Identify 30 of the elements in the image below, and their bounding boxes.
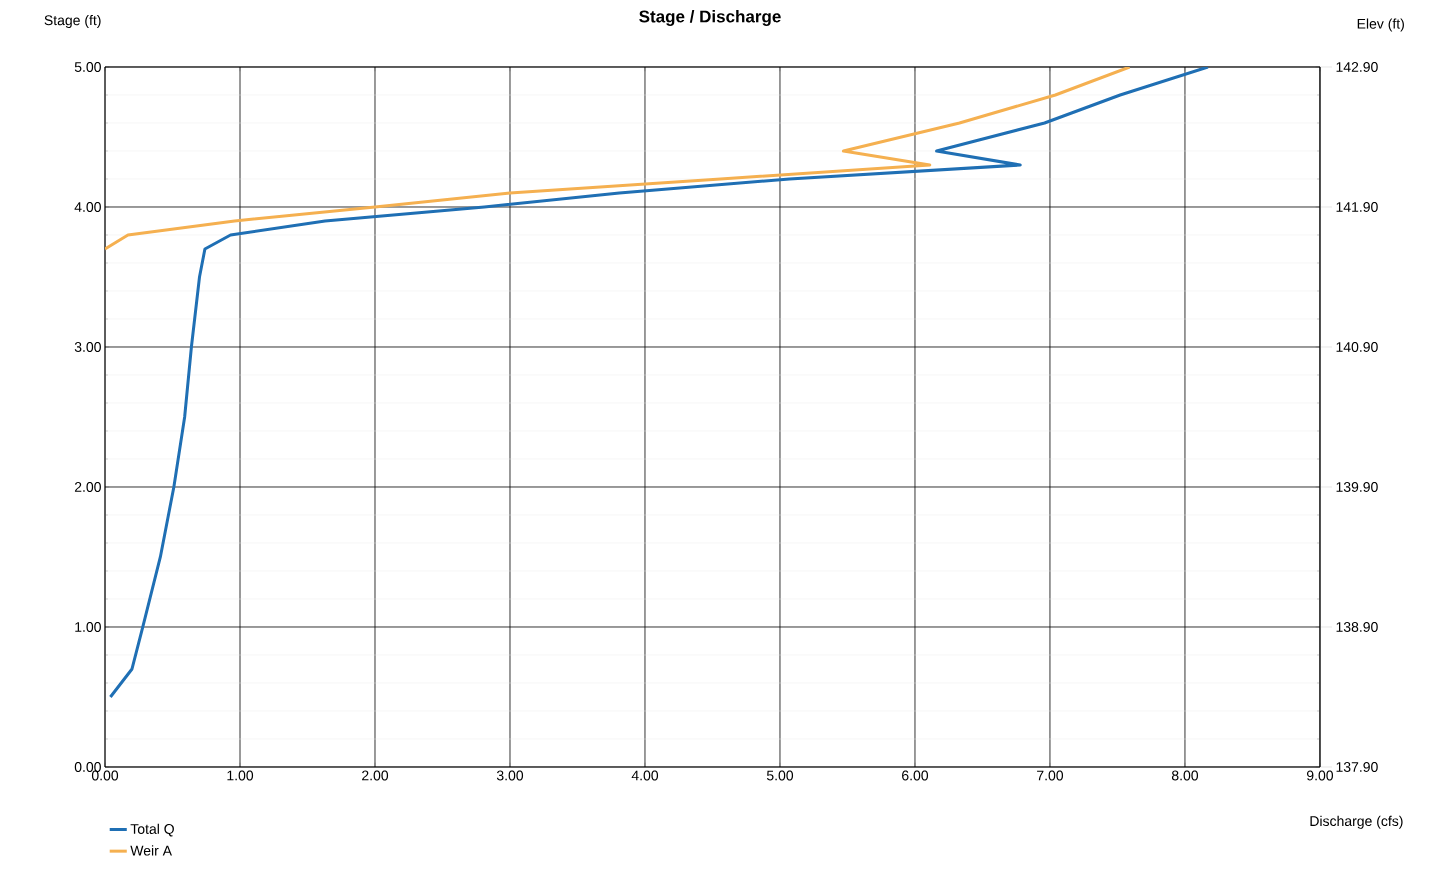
y2-tick-label: 141.90	[1336, 202, 1378, 212]
y-tick-label: 4.00	[74, 202, 101, 212]
y2-tick-label: 139.90	[1336, 482, 1378, 492]
x-tick-label: 0.00	[91, 770, 119, 781]
line-series	[105, 66, 1132, 251]
x-tick-label: 9.00	[1306, 770, 1334, 781]
y-tick-label: 3.00	[74, 342, 101, 352]
x-tick-label: 2.00	[362, 770, 389, 781]
legend-label: Weir A	[130, 845, 172, 856]
y-tick-label: 0.00	[74, 762, 101, 772]
x-tick-label: 4.00	[631, 770, 659, 781]
x-tick-label: 3.00	[496, 770, 524, 781]
line-series	[108, 66, 1210, 699]
y-tick-label: 5.00	[74, 62, 101, 72]
x-axis-title: Discharge (cfs)	[1310, 815, 1403, 829]
y2-tick-label: 138.90	[1336, 622, 1378, 632]
y2-axis-title: Elev (ft)	[1357, 18, 1404, 32]
x-tick-label: 7.00	[1037, 770, 1064, 781]
y-axis-title: Stage (ft)	[44, 14, 101, 29]
y-tick-label: 2.00	[74, 482, 101, 492]
legend-label: Total Q	[130, 823, 174, 837]
x-tick-label: 1.00	[227, 770, 254, 781]
x-tick-label: 6.00	[902, 770, 929, 781]
chart-title: Stage / Discharge	[639, 10, 781, 26]
y2-tick-label: 140.90	[1336, 342, 1378, 352]
y2-tick-label: 137.90	[1336, 762, 1378, 772]
x-tick-label: 8.00	[1171, 770, 1199, 781]
y2-tick-label: 142.90	[1336, 62, 1378, 72]
y-tick-label: 1.00	[75, 622, 101, 632]
x-tick-label: 5.00	[766, 770, 794, 781]
